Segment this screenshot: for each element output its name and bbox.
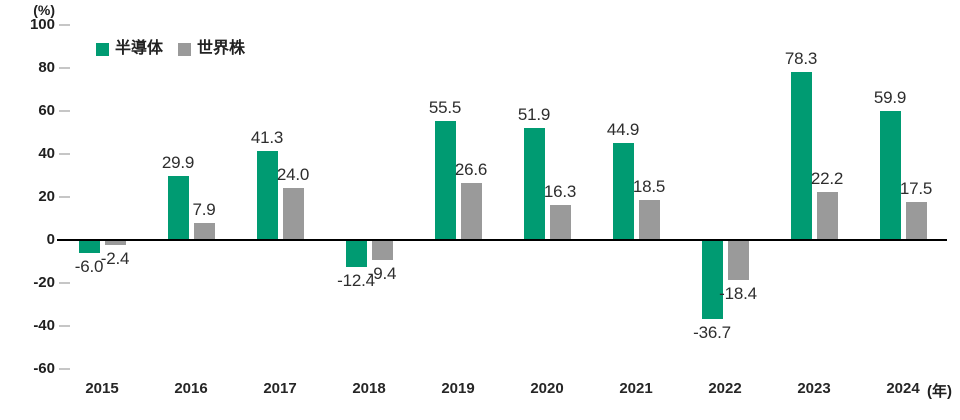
y-axis-tick-label: 100 <box>29 16 55 33</box>
x-axis-label-2015: 2015 <box>85 380 119 397</box>
x-axis-label-2018: 2018 <box>352 380 386 397</box>
value-label-world-stocks-2015: -2.4 <box>100 249 130 269</box>
value-label-world-stocks-2024: 17.5 <box>899 179 933 199</box>
bar-world-stocks-2022 <box>727 240 749 280</box>
y-axis-tick-label: 20 <box>38 188 55 205</box>
value-label-semiconductor-2024: 59.9 <box>873 88 907 108</box>
value-label-semiconductor-2020: 51.9 <box>517 105 551 125</box>
y-axis-tick-mark <box>59 282 70 284</box>
x-axis-label-2019: 2019 <box>441 380 475 397</box>
y-axis-tick-label: 60 <box>38 102 55 119</box>
bar-semiconductor-2022 <box>701 240 723 319</box>
bar-semiconductor-2024 <box>879 111 901 240</box>
x-axis-label-2017: 2017 <box>263 380 297 397</box>
y-axis-tick-mark <box>59 368 70 370</box>
bar-world-stocks-2019 <box>460 182 482 240</box>
value-label-world-stocks-2022: -18.4 <box>719 283 757 303</box>
x-axis-label-2021: 2021 <box>619 380 653 397</box>
legend: 半導体 世界株 <box>96 41 245 57</box>
value-label-world-stocks-2019: 26.6 <box>454 159 488 179</box>
value-label-world-stocks-2018: -9.4 <box>367 264 397 284</box>
legend-item-world-stocks: 世界株 <box>178 41 245 57</box>
value-label-semiconductor-2022: -36.7 <box>693 322 731 342</box>
y-axis-tick-mark <box>59 110 70 112</box>
legend-label-semiconductor: 半導体 <box>115 40 164 57</box>
value-label-world-stocks-2016: 7.9 <box>192 200 216 219</box>
bar-world-stocks-2018 <box>371 240 393 261</box>
bar-world-stocks-2023 <box>816 192 838 240</box>
bar-semiconductor-2020 <box>523 128 545 240</box>
x-axis-unit-label: (年) <box>927 383 952 400</box>
value-label-semiconductor-2015: -6.0 <box>74 256 104 276</box>
bar-world-stocks-2015 <box>104 240 126 246</box>
bar-semiconductor-2023 <box>790 71 812 240</box>
value-label-world-stocks-2020: 16.3 <box>543 181 577 201</box>
y-axis-tick-mark <box>59 153 70 155</box>
legend-item-semiconductor: 半導体 <box>96 41 163 57</box>
y-axis-tick-mark <box>59 24 70 26</box>
bar-world-stocks-2021 <box>638 200 660 240</box>
x-axis-label-2022: 2022 <box>708 380 742 397</box>
y-axis-tick-label: -40 <box>33 317 55 334</box>
value-label-semiconductor-2023: 78.3 <box>784 48 818 68</box>
y-axis-unit-label: (%) <box>33 2 55 18</box>
value-label-semiconductor-2017: 41.3 <box>250 128 284 148</box>
value-label-semiconductor-2021: 44.9 <box>606 120 640 140</box>
x-axis-label-2016: 2016 <box>174 380 208 397</box>
y-axis-tick-label: 80 <box>38 59 55 76</box>
value-label-world-stocks-2021: 18.5 <box>632 177 666 197</box>
legend-swatch-semiconductor-icon <box>96 42 109 56</box>
bar-semiconductor-2019 <box>434 120 456 240</box>
y-axis-tick-label: 0 <box>46 231 55 248</box>
bar-semiconductor-2017 <box>256 151 278 240</box>
y-axis-tick-mark <box>59 325 70 327</box>
bar-world-stocks-2016 <box>193 223 215 240</box>
x-axis-label-2024: 2024 <box>886 380 920 397</box>
bar-semiconductor-2021 <box>612 143 634 240</box>
bar-semiconductor-2016 <box>167 175 189 240</box>
bar-world-stocks-2020 <box>549 204 571 240</box>
value-label-world-stocks-2017: 24.0 <box>276 165 310 185</box>
bar-world-stocks-2017 <box>282 188 304 240</box>
x-axis-zero-line <box>57 239 947 241</box>
y-axis-tick-label: -20 <box>33 274 55 291</box>
y-axis-tick-label: -60 <box>33 360 55 377</box>
x-axis-label-2020: 2020 <box>530 380 564 397</box>
x-axis-label-2023: 2023 <box>797 380 831 397</box>
y-axis-tick-mark <box>59 196 70 198</box>
value-label-semiconductor-2019: 55.5 <box>428 97 462 117</box>
y-axis-tick-mark <box>59 67 70 69</box>
bar-semiconductor-2018 <box>345 240 367 267</box>
legend-swatch-world-stocks-icon <box>178 42 192 56</box>
value-label-semiconductor-2018: -12.4 <box>337 270 375 290</box>
value-label-semiconductor-2016: 29.9 <box>161 152 195 172</box>
bar-semiconductor-2015 <box>78 240 100 253</box>
value-label-world-stocks-2023: 22.2 <box>810 169 844 189</box>
bar-world-stocks-2024 <box>905 202 927 240</box>
legend-label-world-stocks: 世界株 <box>197 40 246 57</box>
y-axis-tick-label: 40 <box>38 145 55 162</box>
